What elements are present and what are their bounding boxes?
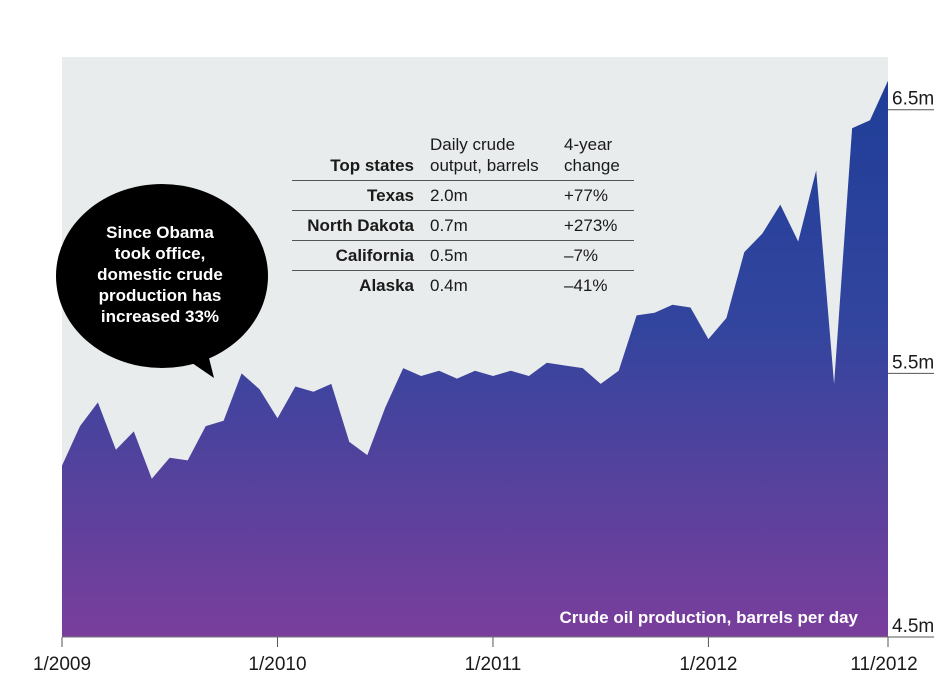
table-row: California 0.5m –7%: [292, 241, 634, 271]
header-daily-output: Daily crude output, barrels: [430, 130, 564, 181]
state-name: California: [335, 245, 414, 265]
top-states-table: Top states Daily crude output, barrels 4-…: [292, 130, 634, 300]
state-output: 0.5m: [430, 245, 468, 265]
y-tick-label: 4.5m: [892, 616, 934, 637]
x-axis: 1/2009 1/2010 1/2011 1/2012 11/2012: [33, 637, 918, 675]
x-tick-label: 1/2009: [33, 654, 91, 675]
y-axis: 6.5m 5.5m 4.5m: [888, 89, 934, 638]
annotation-line: increased 33%: [100, 307, 220, 326]
y-tick-label: 6.5m: [892, 89, 934, 110]
table-header-row: Top states Daily crude output, barrels 4-…: [292, 130, 634, 181]
annotation-line: took office,: [114, 244, 206, 263]
x-tick-label: 11/2012: [850, 654, 917, 675]
state-name: Texas: [367, 185, 414, 205]
state-change: +273%: [564, 215, 618, 235]
annotation-line: production has: [98, 286, 222, 305]
table-row: North Dakota 0.7m +273%: [292, 211, 634, 241]
state-output: 2.0m: [430, 185, 468, 205]
header-four-year-change: 4-year change: [564, 130, 634, 181]
state-change: –7%: [564, 245, 599, 265]
series-label: Crude oil production, barrels per day: [560, 608, 859, 627]
table-row: Texas 2.0m +77%: [292, 181, 634, 211]
header-top-states: Top states: [292, 130, 430, 181]
x-tick-label: 1/2010: [248, 654, 306, 675]
annotation-text: Since Obama took office, domestic crude …: [66, 222, 254, 327]
state-output: 0.4m: [430, 275, 468, 295]
state-change: –41%: [564, 275, 608, 295]
x-tick-label: 1/2012: [679, 654, 737, 675]
state-change: +77%: [564, 185, 608, 205]
speech-bubble: [56, 184, 268, 378]
x-tick-label: 1/2011: [465, 654, 522, 675]
annotation-line: domestic crude: [97, 265, 223, 284]
annotation-line: Since Obama: [106, 223, 214, 242]
bubble-body: [56, 184, 268, 368]
state-name: North Dakota: [307, 215, 414, 235]
state-name: Alaska: [359, 275, 414, 295]
state-output: 0.7m: [430, 215, 468, 235]
bubble-tail: [176, 338, 214, 378]
production-area: [62, 80, 888, 637]
table-row: Alaska 0.4m –41%: [292, 271, 634, 301]
y-tick-label: 5.5m: [892, 352, 934, 373]
